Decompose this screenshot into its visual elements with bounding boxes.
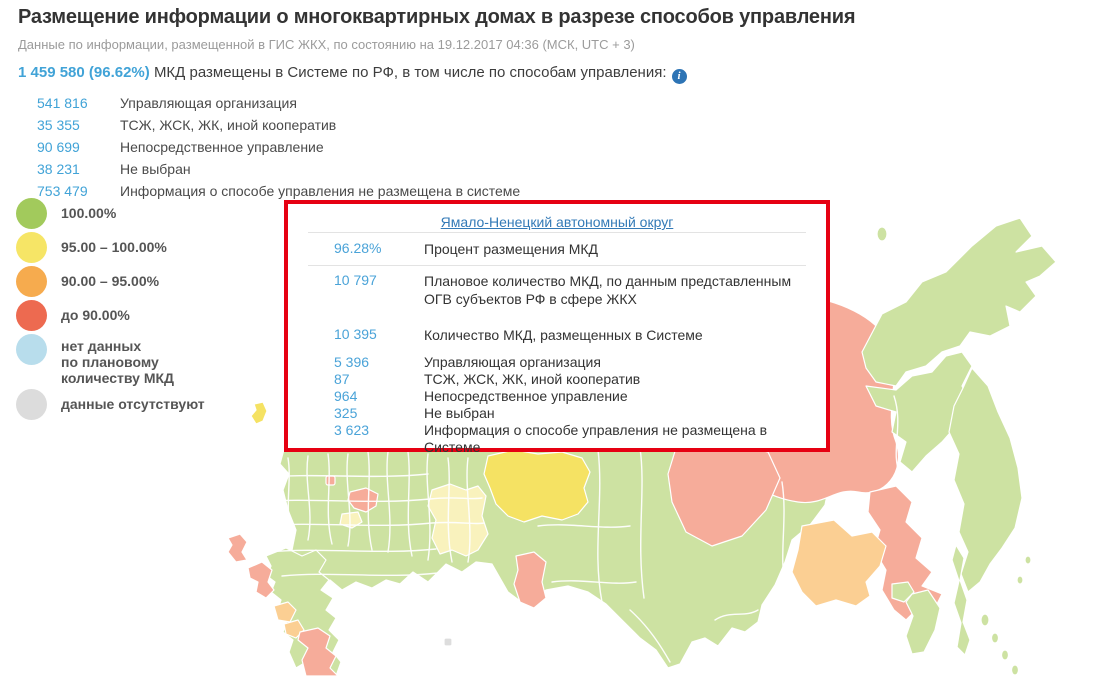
planned-value: 10 797 bbox=[334, 272, 377, 288]
method-value: 5 396 bbox=[334, 354, 370, 370]
method-label: Непосредственное управление bbox=[120, 139, 324, 155]
list-item: 38 231 Не выбран bbox=[37, 158, 520, 180]
method-label: Управляющая организация bbox=[424, 354, 601, 370]
page-subtitle: Данные по информации, размещенной в ГИС … bbox=[18, 37, 635, 52]
percent-label: Процент размещения МКД bbox=[424, 241, 599, 257]
method-label: Непосредственное управление bbox=[424, 388, 628, 404]
list-item: 35 355 ТСЖ, ЖСК, ЖК, иной кооператив bbox=[37, 114, 520, 136]
popup-row-planned: 10 797 Плановое количество МКД, по данны… bbox=[288, 266, 826, 314]
summary-total-value: 1 459 580 (96.62%) bbox=[18, 64, 150, 81]
legend-item: 95.00 – 100.00% bbox=[16, 232, 205, 263]
summary-text: МКД размещены в Системе по РФ, в том чис… bbox=[153, 64, 667, 81]
map-region-kuril-islands[interactable] bbox=[980, 555, 1032, 676]
map-region-khmao[interactable] bbox=[483, 449, 591, 523]
legend-label: 95.00 – 100.00% bbox=[61, 239, 167, 255]
legend-label: данные отсутствуют bbox=[61, 396, 205, 412]
info-icon[interactable]: i bbox=[671, 69, 687, 84]
list-item: 90 699 Непосредственное управление bbox=[37, 136, 520, 158]
method-label: Не выбран bbox=[424, 405, 495, 421]
map-region-chukotka[interactable] bbox=[861, 217, 1057, 387]
popup-row-percent: 96.28% Процент размещения МКД bbox=[288, 233, 826, 265]
method-label: ТСЖ, ЖСК, ЖК, иной кооператив bbox=[120, 117, 337, 133]
region-popup: Ямало-Ненецкий автономный округ 96.28% П… bbox=[284, 200, 830, 455]
method-value: 35 355 bbox=[37, 117, 80, 133]
map-region-caucasus-orange-1[interactable] bbox=[273, 601, 297, 623]
legend-item: данные отсутствуют bbox=[16, 389, 205, 420]
method-value: 3 623 bbox=[334, 422, 370, 438]
list-item: 753 479 Информация о способе управления … bbox=[37, 180, 520, 202]
method-label: Управляющая организация bbox=[120, 95, 297, 111]
map-region-no-data[interactable] bbox=[443, 637, 453, 647]
map-region-kamchatka[interactable] bbox=[948, 367, 1023, 593]
method-label: Информация о способе управления не разме… bbox=[120, 183, 521, 199]
map-region-omsk[interactable] bbox=[513, 551, 547, 609]
list-item: 325 Не выбран bbox=[288, 405, 826, 422]
method-label: Информация о способе управления не разме… bbox=[424, 422, 768, 455]
map-legend: 100.00% 95.00 – 100.00% 90.00 – 95.00% д… bbox=[16, 198, 205, 423]
legend-swatch-gray bbox=[16, 389, 47, 420]
planned-label: Плановое количество МКД, по данным предс… bbox=[424, 273, 792, 307]
popup-region-title: Ямало-Ненецкий автономный округ bbox=[288, 204, 826, 232]
legend-item: нет данных по плановому количеству МКД bbox=[16, 334, 205, 386]
list-item: 87 ТСЖ, ЖСК, ЖК, иной кооператив bbox=[288, 371, 826, 388]
map-region-jewish-ao[interactable] bbox=[891, 581, 915, 603]
legend-swatch-blue bbox=[16, 334, 47, 365]
legend-swatch-yellow bbox=[16, 232, 47, 263]
popup-row-placed: 10 395 Количество МКД, размещенных в Сис… bbox=[288, 314, 826, 346]
placed-value: 10 395 bbox=[334, 326, 377, 342]
legend-label: 90.00 – 95.00% bbox=[61, 273, 160, 289]
legend-swatch-orange bbox=[16, 266, 47, 297]
map-region-dagestan[interactable] bbox=[297, 627, 339, 676]
map-region-krasnodar[interactable] bbox=[247, 561, 275, 599]
popup-methods-list: 5 396 Управляющая организация 87 ТСЖ, ЖС… bbox=[288, 354, 826, 456]
method-value: 87 bbox=[334, 371, 350, 387]
placed-label: Количество МКД, размещенных в Системе bbox=[424, 327, 703, 343]
method-value: 753 479 bbox=[37, 183, 88, 199]
method-value: 90 699 bbox=[37, 139, 80, 155]
legend-item: до 90.00% bbox=[16, 300, 205, 331]
map-region-crimea[interactable] bbox=[227, 533, 248, 563]
map-region-wrangel-island[interactable] bbox=[876, 226, 888, 242]
percent-value: 96.28% bbox=[334, 240, 382, 256]
method-value: 541 816 bbox=[37, 95, 88, 111]
divider bbox=[308, 232, 806, 233]
map-region-amur[interactable] bbox=[791, 519, 887, 607]
list-item: 964 Непосредственное управление bbox=[288, 388, 826, 405]
map-region-primorsky[interactable] bbox=[905, 589, 941, 655]
legend-label: нет данных по плановому количеству МКД bbox=[61, 338, 175, 386]
legend-item: 100.00% bbox=[16, 198, 205, 229]
legend-label: 100.00% bbox=[61, 205, 117, 221]
map-region-small-red[interactable] bbox=[325, 475, 336, 486]
map-region-kaliningrad[interactable] bbox=[250, 401, 268, 425]
divider bbox=[308, 265, 806, 266]
summary-line: 1 459 580 (96.62%) МКД размещены в Систе… bbox=[18, 64, 687, 84]
method-label: Не выбран bbox=[120, 161, 191, 177]
map-region-sverdlovsk[interactable] bbox=[427, 483, 489, 557]
management-methods-list: 541 816 Управляющая организация 35 355 Т… bbox=[37, 92, 520, 202]
region-link[interactable]: Ямало-Ненецкий автономный округ bbox=[440, 214, 674, 230]
method-value: 964 bbox=[334, 388, 358, 404]
page-title: Размещение информации о многоквартирных … bbox=[18, 6, 856, 28]
list-item: 5 396 Управляющая организация bbox=[288, 354, 826, 371]
legend-swatch-red bbox=[16, 300, 47, 331]
legend-label: до 90.00% bbox=[61, 307, 130, 323]
region-borders bbox=[257, 395, 901, 663]
list-item: 3 623 Информация о способе управления не… bbox=[288, 422, 826, 456]
legend-item: 90.00 – 95.00% bbox=[16, 266, 205, 297]
legend-swatch-green bbox=[16, 198, 47, 229]
method-value: 38 231 bbox=[37, 161, 80, 177]
method-label: ТСЖ, ЖСК, ЖК, иной кооператив bbox=[424, 371, 641, 387]
map-region-sakhalin[interactable] bbox=[951, 544, 971, 656]
method-value: 325 bbox=[334, 405, 358, 421]
list-item: 541 816 Управляющая организация bbox=[37, 92, 520, 114]
